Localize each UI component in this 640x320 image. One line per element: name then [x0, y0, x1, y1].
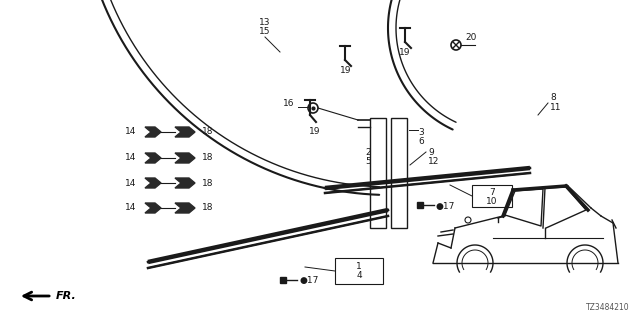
Polygon shape: [325, 168, 530, 193]
Text: 19: 19: [309, 127, 321, 136]
Polygon shape: [175, 153, 195, 163]
Text: 12: 12: [428, 157, 440, 166]
Text: 11: 11: [550, 103, 561, 113]
Text: 14: 14: [125, 179, 136, 188]
Text: 19: 19: [399, 48, 411, 57]
Text: 6: 6: [418, 137, 424, 146]
Text: 20: 20: [465, 33, 476, 42]
Bar: [335, 258, 383, 284]
Polygon shape: [175, 203, 195, 213]
Text: 16: 16: [282, 100, 294, 108]
Text: 13: 13: [259, 18, 271, 27]
Text: 19: 19: [340, 66, 352, 75]
Text: ●17: ●17: [436, 202, 456, 211]
Bar: [391, 118, 407, 228]
Text: 1: 1: [356, 262, 362, 271]
Text: 9: 9: [428, 148, 434, 157]
Text: 2: 2: [365, 148, 371, 157]
Text: 14: 14: [125, 127, 136, 137]
Polygon shape: [145, 203, 161, 213]
Bar: [370, 118, 386, 228]
Text: 7: 7: [489, 188, 495, 197]
Polygon shape: [145, 178, 161, 188]
Polygon shape: [175, 178, 195, 188]
Text: 18: 18: [202, 154, 214, 163]
Text: 10: 10: [486, 197, 498, 206]
Bar: [472, 185, 512, 207]
Text: 5: 5: [365, 157, 371, 166]
Text: 15: 15: [259, 27, 271, 36]
Text: 18: 18: [202, 204, 214, 212]
Polygon shape: [175, 127, 195, 137]
Text: 8: 8: [550, 93, 556, 102]
Text: 18: 18: [202, 179, 214, 188]
Text: 3: 3: [418, 128, 424, 137]
Bar: [417, 202, 423, 208]
Polygon shape: [145, 153, 161, 163]
Bar: [280, 277, 286, 283]
Text: 14: 14: [125, 154, 136, 163]
Text: 18: 18: [202, 127, 214, 137]
Text: ●17: ●17: [300, 276, 319, 285]
Text: 4: 4: [356, 271, 362, 280]
Text: FR.: FR.: [56, 291, 77, 301]
Polygon shape: [145, 127, 161, 137]
Polygon shape: [148, 210, 388, 268]
Text: TZ3484210: TZ3484210: [586, 303, 630, 312]
Text: 14: 14: [125, 204, 136, 212]
